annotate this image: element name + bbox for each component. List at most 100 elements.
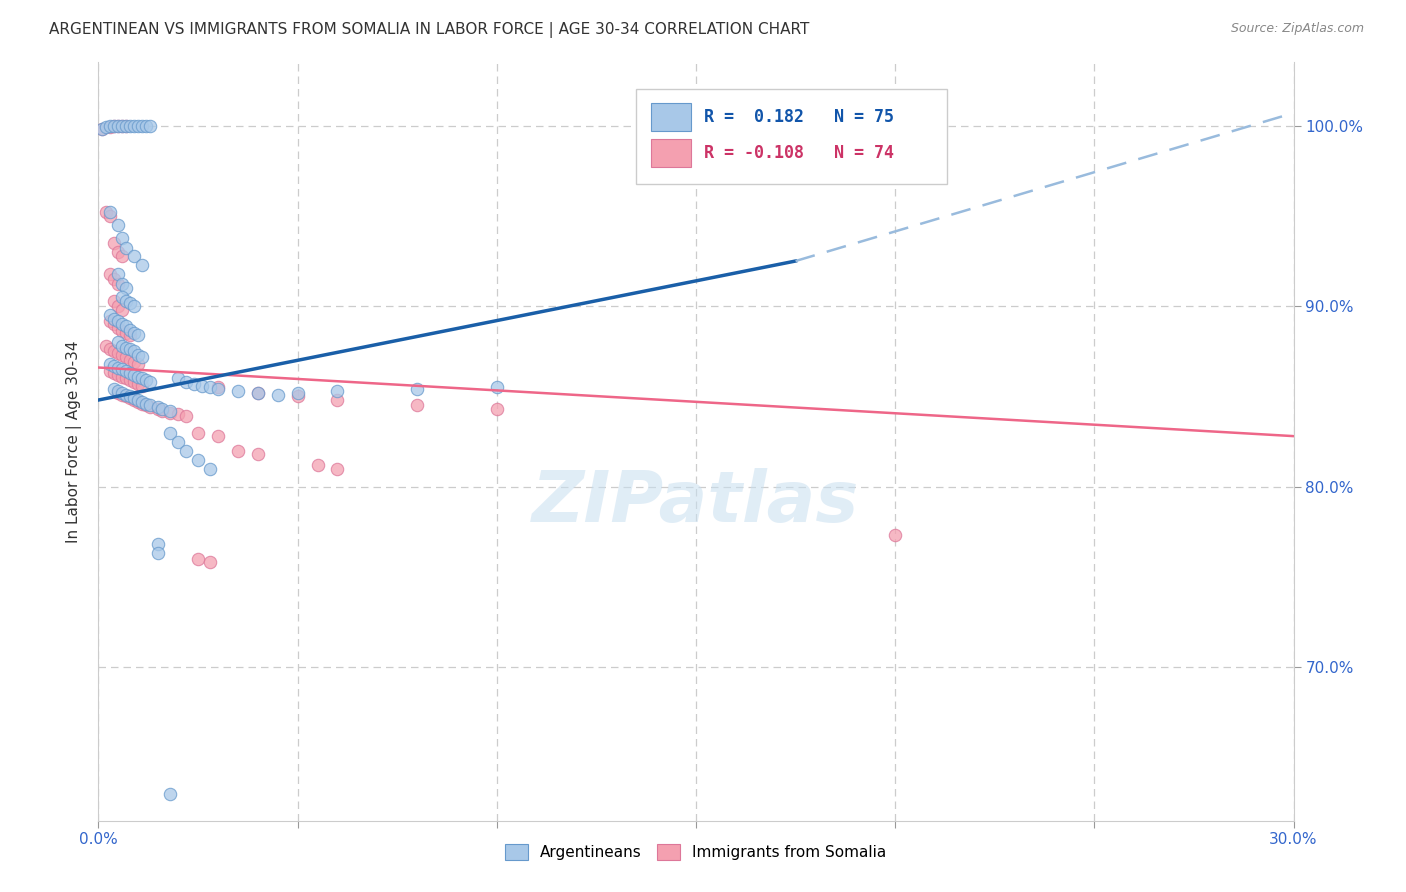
Point bbox=[91, 122, 114, 136]
Point bbox=[198, 380, 221, 394]
Point bbox=[120, 295, 142, 310]
Point bbox=[111, 277, 134, 292]
Point bbox=[127, 392, 149, 407]
Point bbox=[103, 235, 125, 250]
Point bbox=[107, 360, 129, 375]
Point bbox=[148, 402, 170, 417]
Point bbox=[111, 119, 134, 133]
Point bbox=[120, 119, 142, 133]
Point bbox=[124, 249, 146, 263]
Point bbox=[246, 385, 269, 400]
Text: R =  0.182   N = 75: R = 0.182 N = 75 bbox=[704, 108, 894, 126]
Point bbox=[115, 119, 138, 133]
Point bbox=[127, 348, 149, 362]
Point bbox=[124, 299, 146, 313]
Point bbox=[107, 119, 129, 133]
Point bbox=[107, 244, 129, 259]
Point bbox=[107, 368, 129, 382]
Point bbox=[135, 397, 157, 411]
Point bbox=[98, 357, 122, 371]
Point bbox=[127, 394, 149, 409]
Point bbox=[107, 346, 129, 360]
Point bbox=[103, 119, 125, 133]
Y-axis label: In Labor Force | Age 30-34: In Labor Force | Age 30-34 bbox=[66, 340, 83, 543]
Point bbox=[198, 461, 221, 475]
Point bbox=[96, 205, 118, 219]
Point bbox=[124, 392, 146, 407]
Point bbox=[103, 344, 125, 359]
Point bbox=[148, 401, 170, 415]
Point bbox=[107, 218, 129, 232]
Point bbox=[127, 369, 149, 384]
Point bbox=[111, 339, 134, 353]
Point bbox=[111, 317, 134, 331]
Point bbox=[124, 375, 146, 389]
Point bbox=[226, 443, 249, 458]
Point bbox=[98, 343, 122, 357]
Point bbox=[131, 350, 153, 364]
Point bbox=[124, 368, 146, 382]
Point bbox=[115, 326, 138, 341]
Point bbox=[103, 359, 125, 373]
Point bbox=[115, 281, 138, 295]
Point bbox=[124, 119, 146, 133]
Point bbox=[98, 308, 122, 322]
Text: ZIPatlas: ZIPatlas bbox=[533, 467, 859, 537]
Point bbox=[107, 313, 129, 327]
Point bbox=[167, 434, 190, 449]
Point bbox=[107, 385, 129, 400]
Point bbox=[207, 382, 229, 396]
Point bbox=[287, 389, 309, 403]
Point bbox=[98, 364, 122, 378]
Point bbox=[111, 230, 134, 244]
Point bbox=[187, 552, 209, 566]
Point bbox=[103, 119, 125, 133]
Text: R = -0.108   N = 74: R = -0.108 N = 74 bbox=[704, 144, 894, 161]
Point bbox=[326, 392, 349, 407]
Text: Source: ZipAtlas.com: Source: ZipAtlas.com bbox=[1230, 22, 1364, 36]
Point bbox=[111, 302, 134, 317]
Point bbox=[127, 328, 149, 343]
Point bbox=[120, 323, 142, 337]
Point bbox=[115, 364, 138, 378]
Point bbox=[111, 325, 134, 339]
Point bbox=[107, 384, 129, 398]
Point bbox=[98, 120, 122, 135]
Point bbox=[124, 391, 146, 405]
Point bbox=[98, 267, 122, 281]
Point bbox=[174, 409, 197, 424]
FancyBboxPatch shape bbox=[651, 103, 692, 131]
Point bbox=[159, 425, 181, 440]
Point bbox=[131, 258, 153, 272]
Point bbox=[167, 371, 190, 385]
Point bbox=[139, 119, 162, 133]
Point bbox=[207, 380, 229, 394]
Point bbox=[131, 394, 153, 409]
Point bbox=[111, 387, 134, 401]
Point bbox=[103, 366, 125, 380]
Point bbox=[120, 353, 142, 368]
Point bbox=[246, 447, 269, 461]
Point bbox=[150, 402, 173, 417]
Point bbox=[159, 404, 181, 418]
Point bbox=[103, 317, 125, 331]
Point bbox=[127, 376, 149, 391]
Point bbox=[135, 399, 157, 413]
Point bbox=[124, 355, 146, 369]
Point bbox=[131, 397, 153, 411]
Point bbox=[139, 399, 162, 413]
Point bbox=[120, 366, 142, 380]
Point bbox=[96, 339, 118, 353]
Point bbox=[103, 311, 125, 326]
Point bbox=[107, 267, 129, 281]
Point bbox=[191, 378, 214, 392]
FancyBboxPatch shape bbox=[651, 139, 692, 167]
Point bbox=[131, 378, 153, 392]
Point bbox=[135, 119, 157, 133]
Point bbox=[111, 119, 134, 133]
Point bbox=[115, 341, 138, 355]
Point bbox=[115, 293, 138, 308]
Point bbox=[120, 389, 142, 403]
Point bbox=[406, 382, 429, 396]
Point bbox=[98, 205, 122, 219]
